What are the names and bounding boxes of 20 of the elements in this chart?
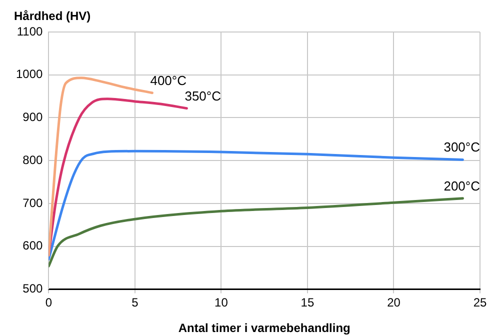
y-tick-label: 700	[22, 196, 44, 210]
x-axis-title: Antal timer i varmebehandling	[178, 321, 350, 335]
y-tick-label: 500	[22, 282, 44, 296]
x-tick-label: 15	[300, 296, 314, 310]
y-tick-label: 900	[22, 110, 44, 124]
series-label: 350°C	[184, 88, 221, 104]
y-axis-title: Hårdhed (HV)	[14, 9, 91, 23]
y-tick-label: 1100	[16, 24, 44, 38]
x-tick-label: 25	[473, 296, 487, 310]
y-tick-label: 600	[22, 238, 44, 253]
x-tick-label: 20	[387, 296, 401, 310]
y-tick-label: 1000	[16, 67, 44, 82]
x-tick-label: 5	[132, 296, 139, 310]
line-series	[48, 197, 464, 268]
x-tick-label: 10	[214, 296, 228, 310]
series-label: 400°C	[150, 72, 186, 88]
x-tick-label: 0	[45, 296, 52, 310]
series-label: 300°C	[444, 140, 480, 155]
y-tick-label: 800	[22, 152, 44, 167]
series-label: 200°C	[444, 178, 480, 194]
